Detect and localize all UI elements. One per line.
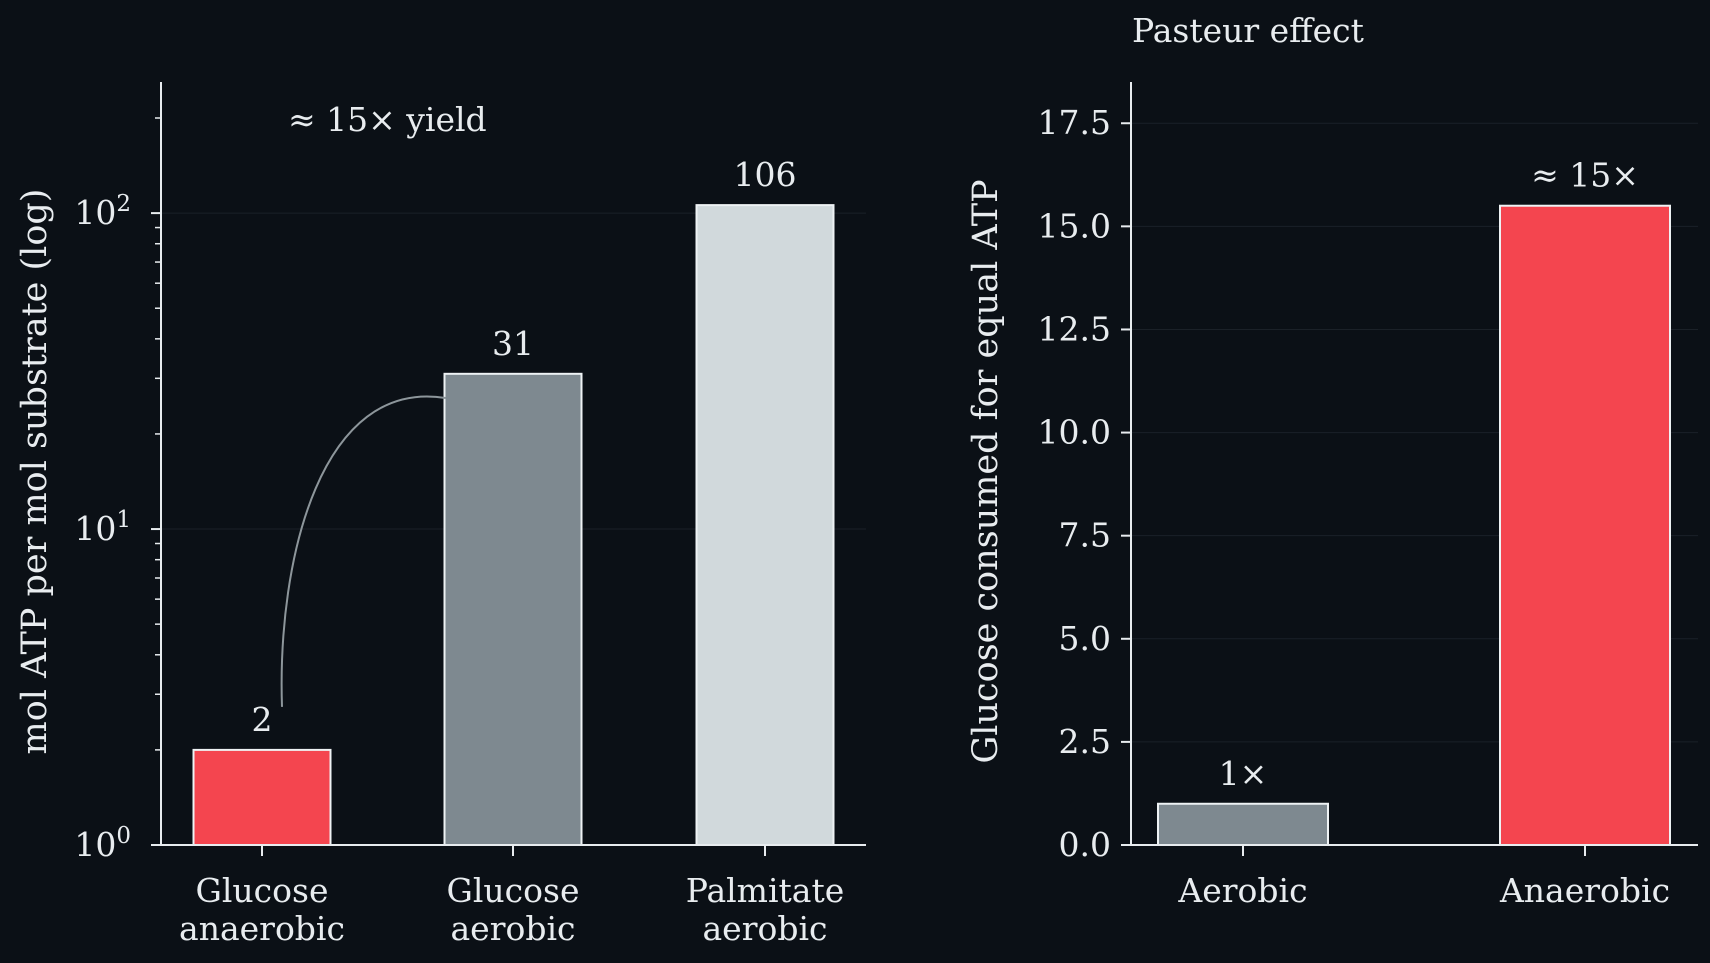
x-tick-label: Glucose	[196, 871, 329, 910]
bar-value-label: 2	[252, 700, 273, 739]
bar	[192, 748, 332, 847]
y-tick-label: 100	[74, 823, 131, 864]
y-axis-title: Glucose consumed for equal ATP	[966, 179, 1006, 763]
panel-title: Pasteur effect	[1132, 11, 1364, 50]
y-tick-label-exponent: 1	[116, 507, 131, 533]
x-tick-label: Aerobic	[1177, 871, 1307, 910]
bar	[1499, 204, 1671, 846]
y-tick-label: 17.5	[1038, 103, 1111, 142]
y-tick-label: 10.0	[1038, 413, 1111, 452]
bar-value-label: 106	[734, 155, 797, 194]
y-tick-label: 7.5	[1059, 516, 1111, 555]
x-tick-label: anaerobic	[179, 909, 345, 948]
bar	[1157, 802, 1329, 847]
y-tick-label-exponent: 2	[116, 191, 131, 217]
y-tick-label: 12.5	[1038, 309, 1111, 348]
annotation-connector	[280, 395, 446, 707]
bar-value-label: 1×	[1219, 754, 1268, 793]
bar	[695, 204, 835, 846]
bar-value-label: ≈ 15×	[1531, 156, 1639, 195]
x-tick-label: Anaerobic	[1499, 871, 1670, 910]
y-tick-label: 101	[74, 507, 131, 548]
x-tick-label: aerobic	[702, 909, 827, 948]
y-tick-label: 15.0	[1038, 206, 1111, 245]
y-axis-title: mol ATP per mol substrate (log)	[15, 189, 55, 755]
y-tick-label: 2.5	[1059, 722, 1111, 761]
y-tick-label: 0.0	[1059, 825, 1111, 864]
bar	[443, 372, 583, 846]
y-tick-label-exponent: 0	[116, 823, 131, 849]
x-tick-label: Palmitate	[686, 871, 845, 910]
bar-value-label: 31	[492, 324, 534, 363]
x-tick-label: Glucose	[447, 871, 580, 910]
y-tick-label: 5.0	[1059, 619, 1111, 658]
annotation-label: ≈ 15× yield	[288, 100, 487, 139]
y-tick-label: 102	[74, 191, 131, 232]
x-tick-label: aerobic	[450, 909, 575, 948]
